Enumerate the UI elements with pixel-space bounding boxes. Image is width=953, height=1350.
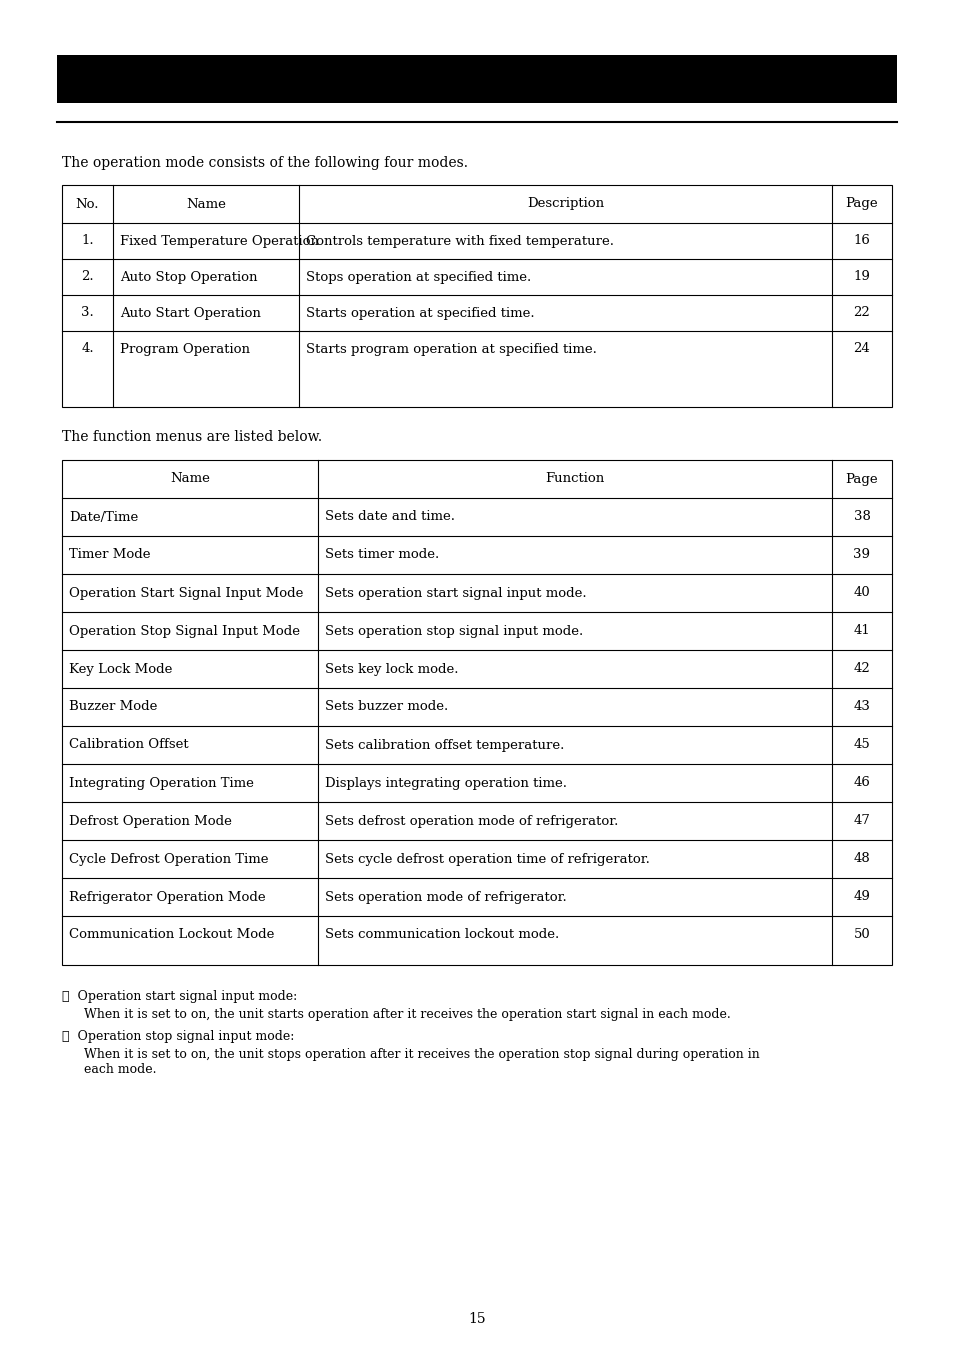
Text: Sets operation start signal input mode.: Sets operation start signal input mode. [325, 586, 586, 599]
Text: Sets calibration offset temperature.: Sets calibration offset temperature. [325, 738, 564, 752]
Text: Auto Start Operation: Auto Start Operation [120, 306, 260, 320]
Text: 1.: 1. [81, 235, 93, 247]
Text: Sets defrost operation mode of refrigerator.: Sets defrost operation mode of refrigera… [325, 814, 618, 828]
Text: Sets cycle defrost operation time of refrigerator.: Sets cycle defrost operation time of ref… [325, 852, 649, 865]
Text: Displays integrating operation time.: Displays integrating operation time. [325, 776, 566, 790]
Text: 43: 43 [853, 701, 869, 714]
Text: Communication Lockout Mode: Communication Lockout Mode [69, 929, 274, 941]
Text: 40: 40 [853, 586, 869, 599]
Text: 3.: 3. [81, 306, 93, 320]
Text: 15: 15 [468, 1312, 485, 1326]
Text: Description: Description [526, 197, 603, 211]
Text: 16: 16 [853, 235, 869, 247]
Text: Sets operation stop signal input mode.: Sets operation stop signal input mode. [325, 625, 582, 637]
Text: Name: Name [170, 472, 210, 486]
Bar [62, 460, 891, 965]
Text: Operation Start Signal Input Mode: Operation Start Signal Input Mode [69, 586, 303, 599]
Text: Buzzer Mode: Buzzer Mode [69, 701, 157, 714]
Text: Sets key lock mode.: Sets key lock mode. [325, 663, 458, 675]
Text: Sets buzzer mode.: Sets buzzer mode. [325, 701, 448, 714]
Text: Fixed Temperature Operation: Fixed Temperature Operation [120, 235, 318, 247]
Text: Calibration Offset: Calibration Offset [69, 738, 189, 752]
Text: Cycle Defrost Operation Time: Cycle Defrost Operation Time [69, 852, 268, 865]
Text: No.: No. [75, 197, 99, 211]
Text: 50: 50 [853, 929, 869, 941]
Text: Sets timer mode.: Sets timer mode. [325, 548, 438, 562]
Bar [57, 55, 896, 103]
Text: Controls temperature with fixed temperature.: Controls temperature with fixed temperat… [306, 235, 614, 247]
Text: Starts program operation at specified time.: Starts program operation at specified ti… [306, 343, 597, 355]
Text: Sets communication lockout mode.: Sets communication lockout mode. [325, 929, 558, 941]
Text: Starts operation at specified time.: Starts operation at specified time. [306, 306, 534, 320]
Text: The function menus are listed below.: The function menus are listed below. [62, 431, 322, 444]
Text: Page: Page [844, 197, 878, 211]
Bar [62, 185, 891, 406]
Text: Refrigerator Operation Mode: Refrigerator Operation Mode [69, 891, 265, 903]
Text: 39: 39 [853, 548, 869, 562]
Text: 38: 38 [853, 510, 869, 524]
Text: When it is set to on, the unit stops operation after it receives the operation s: When it is set to on, the unit stops ope… [84, 1048, 759, 1076]
Text: Timer Mode: Timer Mode [69, 548, 151, 562]
Text: 45: 45 [853, 738, 869, 752]
Text: 2.: 2. [81, 270, 93, 284]
Text: 24: 24 [853, 343, 869, 355]
Text: When it is set to on, the unit starts operation after it receives the operation : When it is set to on, the unit starts op… [84, 1008, 730, 1021]
Text: Function: Function [545, 472, 604, 486]
Text: 22: 22 [853, 306, 869, 320]
Text: 47: 47 [853, 814, 869, 828]
Text: The operation mode consists of the following four modes.: The operation mode consists of the follo… [62, 157, 468, 170]
Text: 19: 19 [853, 270, 869, 284]
Text: Key Lock Mode: Key Lock Mode [69, 663, 172, 675]
Text: Defrost Operation Mode: Defrost Operation Mode [69, 814, 232, 828]
Text: Stops operation at specified time.: Stops operation at specified time. [306, 270, 531, 284]
Text: ❖  Operation start signal input mode:: ❖ Operation start signal input mode: [62, 990, 297, 1003]
Text: 49: 49 [853, 891, 869, 903]
Text: ❖  Operation stop signal input mode:: ❖ Operation stop signal input mode: [62, 1030, 294, 1044]
Text: 46: 46 [853, 776, 869, 790]
Text: Page: Page [844, 472, 878, 486]
Text: 42: 42 [853, 663, 869, 675]
Text: 41: 41 [853, 625, 869, 637]
Text: Sets date and time.: Sets date and time. [325, 510, 455, 524]
Text: Auto Stop Operation: Auto Stop Operation [120, 270, 257, 284]
Text: 48: 48 [853, 852, 869, 865]
Text: Sets operation mode of refrigerator.: Sets operation mode of refrigerator. [325, 891, 566, 903]
Text: Date/Time: Date/Time [69, 510, 138, 524]
Text: 4.: 4. [81, 343, 93, 355]
Text: Name: Name [186, 197, 226, 211]
Text: Integrating Operation Time: Integrating Operation Time [69, 776, 253, 790]
Text: Operation Stop Signal Input Mode: Operation Stop Signal Input Mode [69, 625, 299, 637]
Text: Program Operation: Program Operation [120, 343, 250, 355]
